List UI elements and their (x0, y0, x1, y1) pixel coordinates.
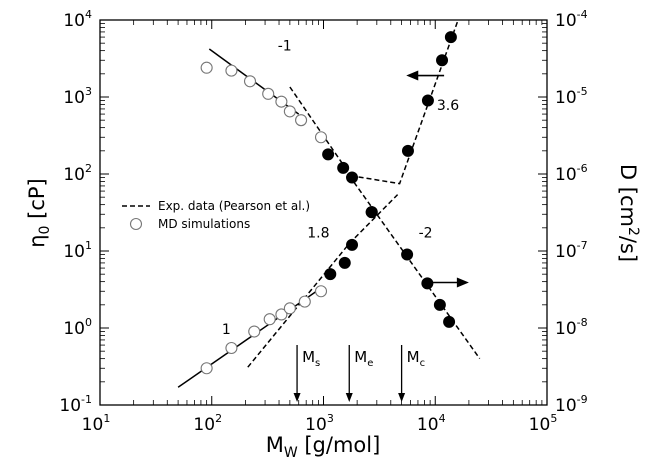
open-circle-point (200, 362, 213, 375)
filled-circle-point (443, 315, 456, 328)
filled-circle-point (322, 148, 335, 161)
filled-circle-point (421, 277, 434, 290)
filled-circle-point (433, 298, 446, 311)
open-circle-point (283, 302, 296, 315)
vertical-markers: Ms Me Mc (293, 345, 425, 402)
y-left-tick-label: 100 (63, 316, 92, 339)
open-circle-point (200, 61, 213, 74)
tick-labels: 101 102 103 104 105 10-1 100 101 102 103 104 10-9 10… (59, 8, 587, 435)
experimental-fit-line (289, 86, 352, 177)
open-circle-point (275, 308, 288, 321)
open-circle-point (298, 295, 311, 308)
y-right-tick-label: 10-9 (555, 393, 588, 416)
legend-label: MD simulations (158, 217, 250, 231)
x-axis-label: MW [g/mol] (266, 433, 381, 461)
open-circle-point (262, 87, 275, 100)
legend-label: Exp. data (Pearson et al.) (158, 199, 310, 213)
filled-circle-point (401, 248, 414, 261)
filled-circle-point (324, 268, 337, 281)
legend: Exp. data (Pearson et al.) MD simulations (122, 199, 310, 231)
marker-arrowhead (293, 393, 301, 402)
open-circle-point (263, 313, 276, 326)
experimental-fit-line (348, 175, 481, 360)
y-left-tick-label: 101 (63, 239, 92, 262)
open-circle-point (314, 285, 328, 298)
y-right-tick-label: 10-7 (555, 239, 588, 262)
marker-arrowhead (398, 393, 406, 402)
direction-arrowhead (406, 70, 419, 81)
y-axis-right-label: D [cm2/s] (616, 164, 641, 262)
y-right-tick-label: 10-4 (555, 8, 588, 31)
slope-label: 1 (222, 322, 231, 338)
filled-circle-point (338, 256, 351, 269)
axis-direction-arrows (406, 70, 469, 288)
filled-circle-point (346, 171, 359, 184)
open-circle-point (283, 105, 296, 118)
open-circle-point (225, 341, 238, 355)
filled-circle-point (337, 161, 350, 174)
slope-label: -1 (278, 39, 292, 55)
marker-label: Me (354, 348, 373, 369)
open-circle-point (248, 325, 261, 338)
data-points (200, 31, 457, 375)
marker-arrowhead (345, 393, 353, 402)
x-tick-label: 102 (193, 412, 222, 435)
open-circle-point (225, 64, 238, 77)
y-right-tick-label: 10-6 (555, 162, 588, 185)
axis-ticks (99, 19, 548, 406)
y-left-tick-label: 104 (63, 8, 92, 31)
open-circle-point (243, 75, 257, 88)
marker-label: Ms (302, 348, 320, 369)
x-tick-label: 101 (82, 412, 111, 435)
slope-annotations: -1 3.6 1.8 -2 1 (222, 39, 459, 339)
y-left-tick-label: 103 (63, 85, 92, 108)
slope-label: 3.6 (437, 98, 459, 114)
open-circle-point (314, 131, 328, 144)
x-tick-label: 104 (417, 412, 446, 435)
legend-open-circle (129, 217, 143, 231)
experimental-fit-line (247, 194, 399, 368)
slope-label: 1.8 (307, 225, 329, 241)
experimental-fit-line (350, 19, 459, 185)
x-tick-label: 105 (529, 412, 558, 435)
x-tick-label: 103 (305, 412, 334, 435)
filled-circle-point (444, 31, 457, 44)
direction-arrowhead (456, 277, 469, 288)
y-left-tick-label: 10-1 (59, 393, 92, 416)
y-axis-left-label: η0 [cP] (25, 178, 53, 248)
filled-circle-point (346, 238, 359, 251)
open-circle-point (275, 95, 288, 108)
marker-label: Mc (407, 348, 425, 369)
filled-circle-point (436, 54, 449, 67)
slope-label: -2 (419, 225, 433, 241)
filled-circle-point (365, 206, 378, 219)
y-right-tick-label: 10-8 (555, 316, 588, 339)
open-circle-point (295, 114, 308, 127)
y-right-tick-label: 10-5 (555, 85, 588, 108)
filled-circle-point (401, 144, 414, 157)
y-left-tick-label: 102 (63, 162, 92, 185)
filled-circle-point (421, 94, 434, 107)
